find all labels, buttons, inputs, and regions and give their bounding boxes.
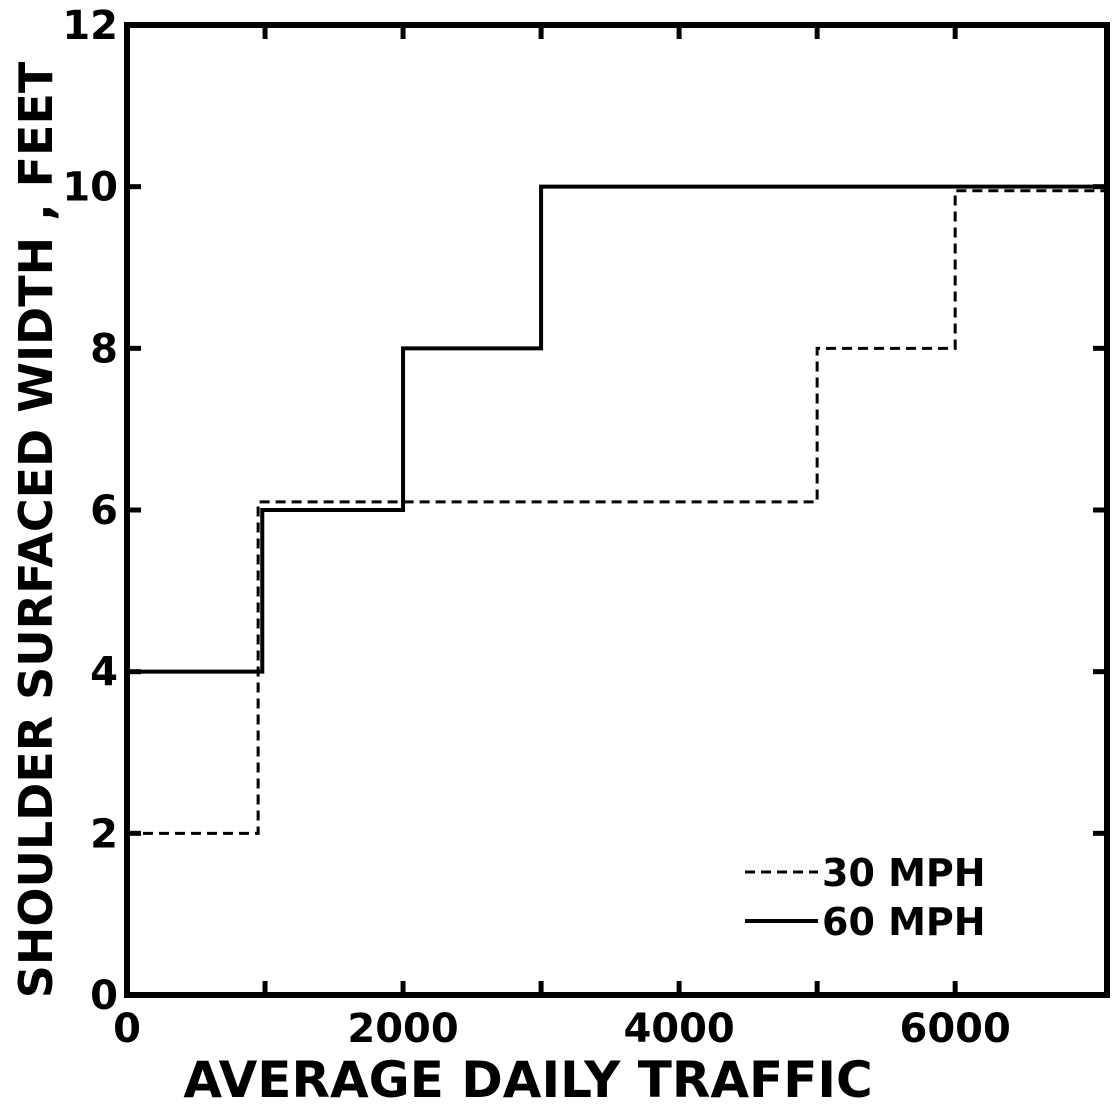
y-tick-label: 10 xyxy=(62,165,118,211)
legend-label: 30 MPH xyxy=(822,851,986,895)
x-tick-label: 0 xyxy=(113,1006,141,1052)
axis-tick-labels: 0 2000 4000 6000 0 2 4 6 8 10 12 xyxy=(62,3,1011,1052)
y-tick-label: 12 xyxy=(62,3,118,49)
y-axis-label: SHOULDER SURFACED WIDTH , FEET xyxy=(9,61,63,998)
series-line-30-mph xyxy=(127,189,1107,835)
y-tick-label: 8 xyxy=(90,326,118,372)
x-tick-label: 6000 xyxy=(900,1006,1011,1052)
y-tick-label: 0 xyxy=(90,973,118,1019)
x-axis-label: AVERAGE DAILY TRAFFIC xyxy=(183,1051,872,1107)
x-tick-label: 4000 xyxy=(623,1006,734,1052)
y-tick-label: 4 xyxy=(90,650,118,696)
y-tick-label: 2 xyxy=(90,811,118,857)
series-layer xyxy=(127,184,1107,835)
x-tick-label: 2000 xyxy=(347,1006,458,1052)
legend: 30 MPH 60 MPH xyxy=(745,851,986,944)
legend-label: 60 MPH xyxy=(822,900,986,944)
series-line-60-mph xyxy=(127,184,1107,674)
y-tick-label: 6 xyxy=(90,488,118,534)
